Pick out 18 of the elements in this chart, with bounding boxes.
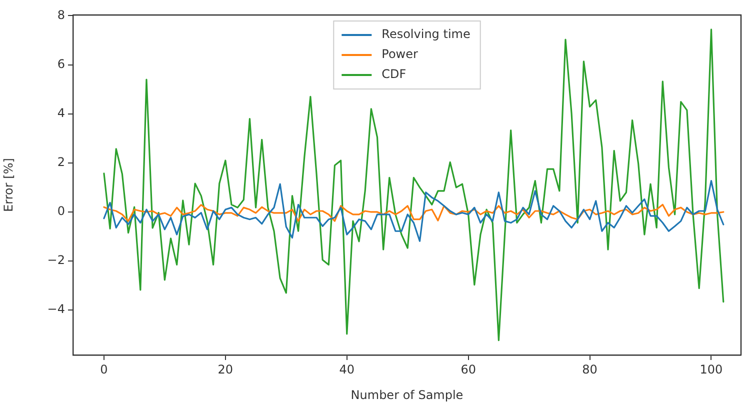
x-tick-label: 60 xyxy=(460,362,476,376)
x-tick-label: 100 xyxy=(700,362,723,376)
legend-label: Resolving time xyxy=(382,27,470,42)
x-tick-label: 40 xyxy=(339,362,355,376)
x-axis-title: Number of Sample xyxy=(350,388,464,402)
y-tick-label: 4 xyxy=(57,106,65,120)
legend-label: Power xyxy=(382,47,418,62)
y-axis-title: Error [%] xyxy=(1,158,16,212)
y-tick-label: 8 xyxy=(57,8,65,22)
y-tick-label: 2 xyxy=(57,155,65,170)
x-tick-label: 20 xyxy=(218,362,234,376)
y-tick-label: −4 xyxy=(47,302,65,316)
x-tick-label: 80 xyxy=(582,362,598,376)
y-tick-label: 0 xyxy=(57,204,65,218)
legend-label: CDF xyxy=(382,67,406,82)
x-tick-label: 0 xyxy=(100,362,108,376)
y-tick-label: −2 xyxy=(47,253,65,268)
y-tick-label: 6 xyxy=(57,56,65,71)
